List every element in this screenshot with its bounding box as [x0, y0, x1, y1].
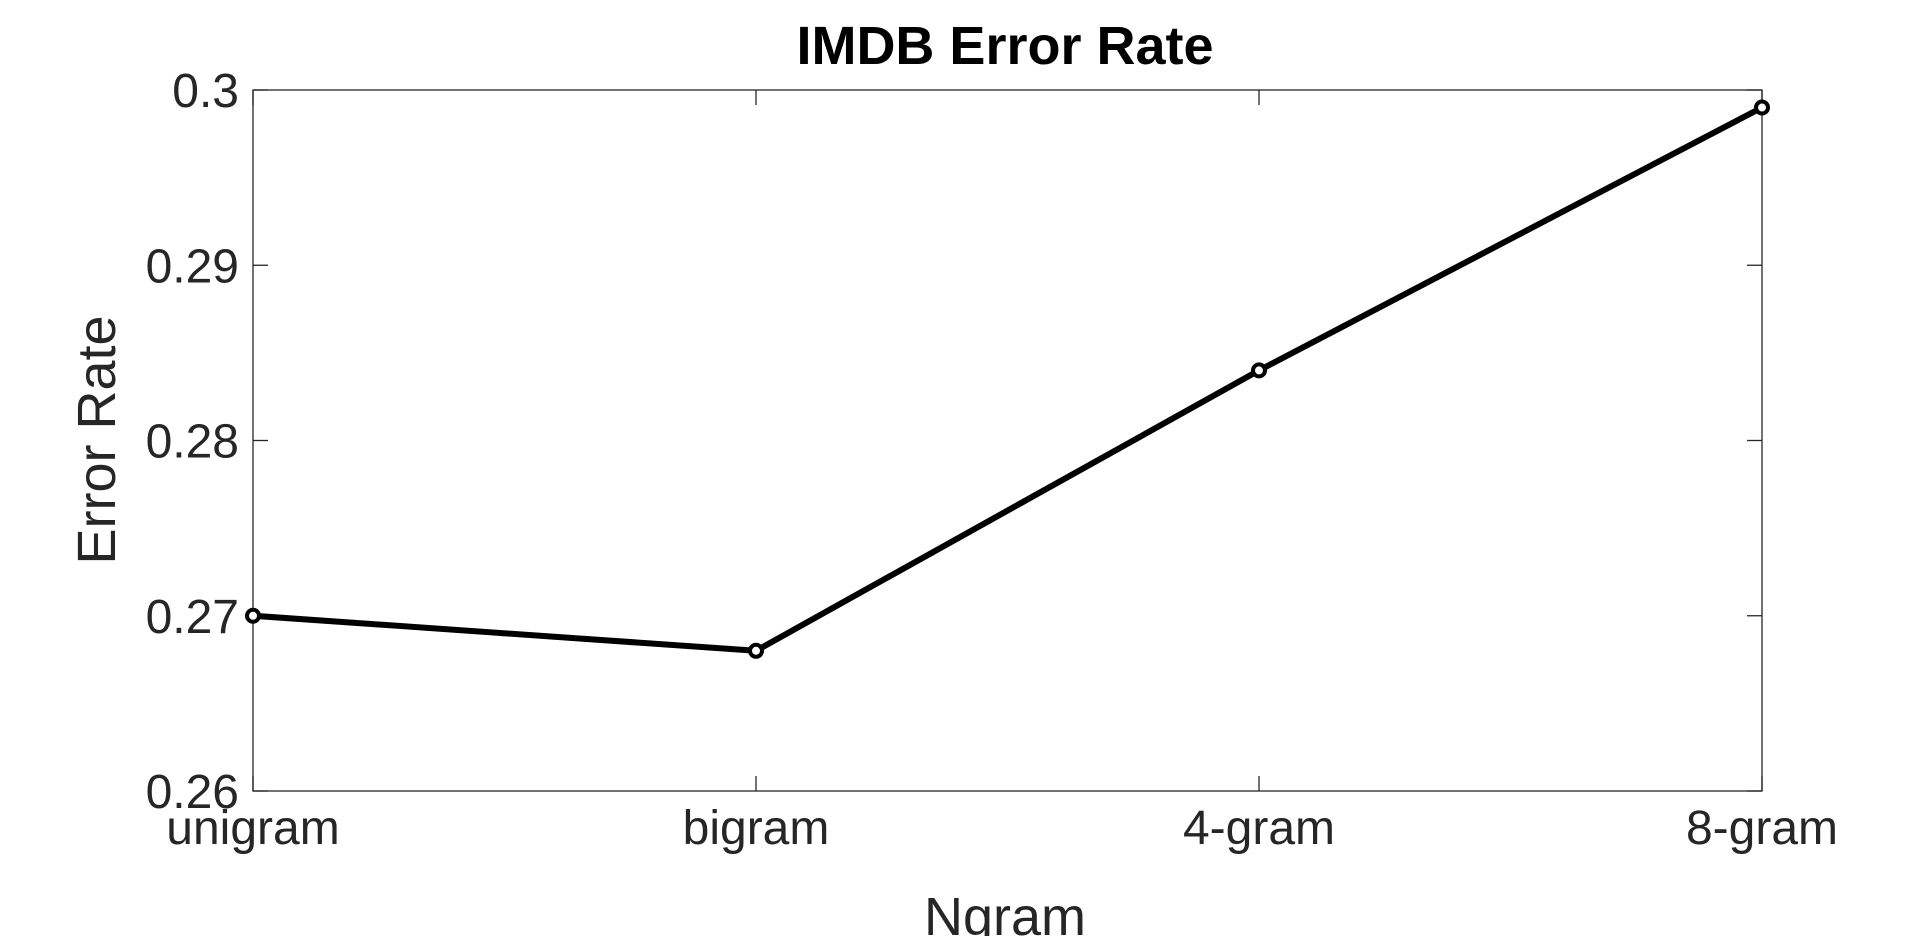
y-tick-label: 0.3 [172, 65, 239, 118]
x-tick-label: 4-gram [1183, 802, 1335, 855]
x-axis-label: Ngram [924, 887, 1086, 936]
y-tick-label: 0.26 [146, 766, 239, 819]
y-tick-label: 0.27 [146, 591, 239, 644]
y-axis-label: Error Rate [67, 315, 127, 564]
x-tick-label: bigram [683, 802, 830, 855]
x-tick-label: unigram [166, 802, 339, 855]
data-point [1251, 362, 1267, 379]
y-tick-label: 0.28 [146, 416, 239, 469]
chart-title: IMDB Error Rate [796, 16, 1213, 76]
plot-area: 0.26 0.27 0.28 0.29 0.3 unigram bigram 4-gram 8-… [146, 65, 1838, 855]
data-point [748, 642, 764, 659]
data-point [1754, 99, 1770, 116]
series-line [250, 104, 1765, 654]
x-tick-label: 8-gram [1686, 802, 1838, 855]
y-tick-label: 0.29 [146, 240, 239, 293]
data-point [245, 607, 261, 624]
